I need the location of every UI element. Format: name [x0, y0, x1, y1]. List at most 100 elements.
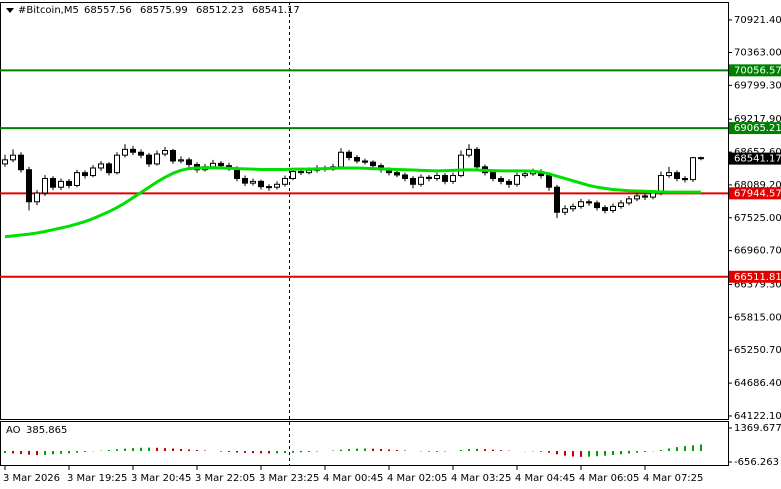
ohlc-close: 68541.17: [252, 5, 300, 16]
x-tick-label: 3 Mar 23:25: [259, 473, 319, 484]
candle-body: [594, 202, 600, 209]
symbol: #Bitcoin,M5: [18, 5, 79, 16]
candle-body: [218, 162, 224, 167]
candle-body: [474, 148, 480, 168]
x-tick-label: 4 Mar 00:45: [323, 473, 383, 484]
candle-body: [682, 177, 688, 181]
candle-body: [130, 148, 136, 153]
x-tick-label: 3 Mar 20:45: [131, 473, 191, 484]
candle-body: [90, 167, 96, 177]
candle-body: [610, 205, 616, 212]
ohlc-open: 68557.56: [84, 5, 132, 16]
candle-body: [466, 148, 472, 156]
menu-arrow[interactable]: [6, 8, 14, 13]
candle-body: [2, 159, 8, 165]
candle-body: [74, 172, 80, 186]
candle-body: [666, 172, 672, 177]
main-panel: [0, 2, 729, 420]
y-tick-label: 69799.30: [734, 80, 781, 91]
x-tick-label: 4 Mar 04:45: [515, 473, 575, 484]
candle-body: [522, 173, 528, 177]
candle-body: [186, 159, 192, 165]
y-tick-label: 65815.00: [734, 312, 781, 323]
candle-body: [138, 151, 144, 156]
candle-body: [66, 180, 72, 186]
y-tick-label: 67525.00: [734, 213, 781, 224]
candle-body: [370, 161, 376, 167]
indicator-value: 385.865: [26, 425, 67, 436]
candle-body: [578, 201, 584, 207]
candle-body: [626, 198, 632, 204]
candle-body: [418, 176, 424, 185]
candle-body: [106, 163, 112, 174]
x-tick-label: 4 Mar 03:25: [451, 473, 511, 484]
candle-body: [514, 175, 520, 185]
candle-body: [498, 177, 504, 182]
y-tick-label: 68089.20: [734, 180, 781, 191]
candle-body: [402, 174, 408, 179]
current-price-label: 68541.17: [734, 154, 781, 165]
level-label: 69065.21: [734, 123, 781, 134]
candle-body: [602, 207, 608, 211]
candle-body: [410, 177, 416, 185]
candle-body: [122, 148, 128, 156]
indicator-name: AO: [6, 425, 21, 436]
candle-body: [450, 175, 456, 182]
candle-body: [146, 154, 152, 165]
candle-body: [346, 151, 352, 159]
candle-body: [242, 177, 248, 184]
candle-body: [58, 180, 64, 188]
candle-body: [178, 159, 184, 162]
candle-body: [642, 195, 648, 198]
x-tick-label: 4 Mar 06:05: [579, 473, 639, 484]
candle-body: [570, 205, 576, 210]
level-label-box: [729, 64, 781, 77]
candle-body: [162, 150, 168, 155]
y-tick-label: 66960.70: [734, 246, 781, 257]
level-label-box: [729, 270, 781, 283]
candle-body: [434, 175, 440, 179]
candle-body: [426, 176, 432, 179]
ohlc-high: 68575.99: [140, 5, 188, 16]
level-label-box: [729, 187, 781, 200]
level-label: 66511.81: [734, 272, 781, 283]
candle-body: [674, 172, 680, 179]
candle-body: [586, 201, 592, 204]
y-tick-label: 70921.40: [734, 15, 781, 26]
indicator-tick-label: 1369.677: [734, 423, 781, 434]
candle-body: [282, 177, 288, 185]
candle-body: [10, 154, 16, 161]
candle-body: [290, 170, 296, 179]
candle-body: [338, 151, 344, 168]
y-tick-label: 66379.30: [734, 280, 781, 291]
level-label: 67944.57: [734, 188, 781, 199]
x-tick-label: 3 Mar 22:05: [195, 473, 255, 484]
candle-body: [26, 169, 32, 203]
candle-body: [82, 172, 88, 177]
candle-body: [50, 177, 56, 188]
candle-body: [18, 154, 24, 171]
candle-body: [650, 192, 656, 198]
candle-body: [34, 192, 40, 203]
candle-body: [274, 183, 280, 188]
indicator-tick-label: -656.263: [734, 457, 779, 468]
y-tick-label: 64686.40: [734, 378, 781, 389]
candle-body: [154, 153, 160, 165]
candle-body: [690, 157, 696, 181]
candle-body: [42, 177, 48, 194]
y-tick-label: 65250.70: [734, 345, 781, 356]
indicator-panel: [0, 421, 729, 466]
level-label: 70056.57: [734, 65, 781, 76]
y-tick-label: 69217.90: [734, 114, 781, 125]
candle-body: [362, 160, 368, 163]
candle-body: [298, 170, 304, 174]
candle-body: [442, 175, 448, 182]
candle-body: [266, 186, 272, 189]
candle-body: [258, 180, 264, 188]
x-tick-label: 3 Mar 19:25: [67, 473, 127, 484]
price-label-box: [729, 152, 781, 165]
candle-body: [490, 172, 496, 179]
candle-body: [458, 154, 464, 177]
